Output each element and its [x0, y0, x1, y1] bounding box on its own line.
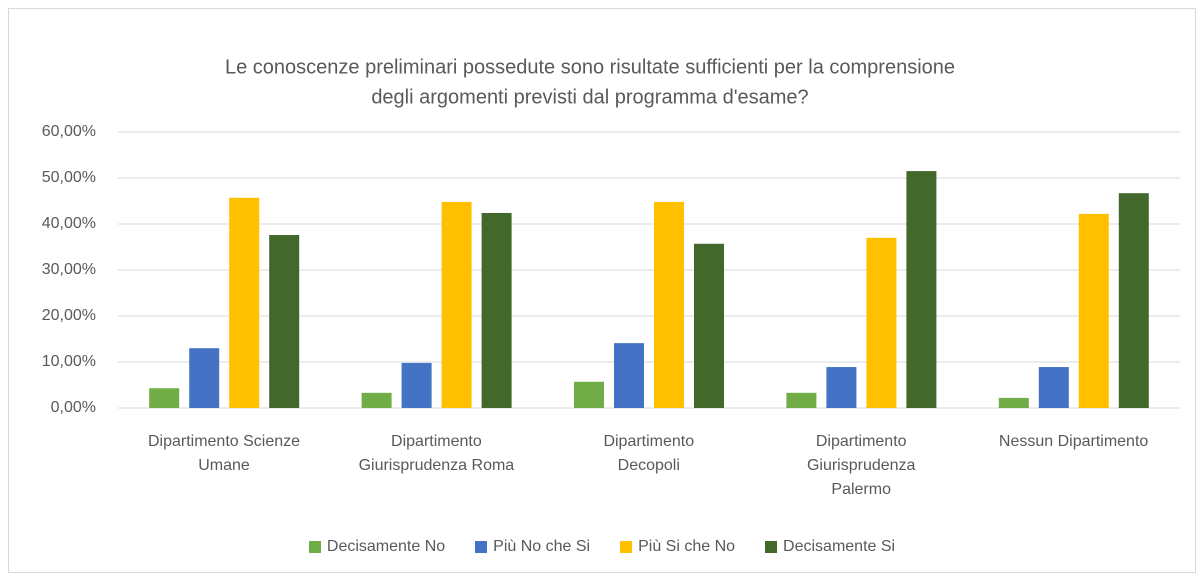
bar: [441, 201, 472, 408]
x-tick-label: Dipartimento Scienze Umane: [147, 433, 301, 474]
chart-title: degli argomenti previsti dal programma d…: [371, 86, 808, 108]
y-tick-label: 10,00%: [42, 353, 96, 370]
bar: [269, 235, 300, 408]
legend-swatch: [620, 541, 633, 553]
x-tick-label: Nessun Dipartimento: [998, 433, 1149, 450]
y-tick-label: 30,00%: [42, 261, 96, 278]
bar: [694, 243, 724, 408]
bar: [1038, 367, 1069, 408]
legend-swatch: [308, 541, 321, 553]
y-tick-label: 40,00%: [42, 215, 96, 232]
bar: [361, 392, 392, 408]
bar: [481, 212, 512, 408]
bar: [826, 367, 857, 408]
legend-label: Decisamente No: [326, 538, 446, 555]
legend-item: Più Si che No: [620, 538, 735, 556]
legend-swatch: [475, 541, 488, 553]
y-tick-label: 60,00%: [42, 123, 96, 140]
x-tick-label: Dipartimento Decopoli: [603, 433, 695, 474]
bar: [1078, 213, 1109, 408]
legend-label: Decisamente Si: [783, 538, 896, 555]
y-tick-label: 20,00%: [42, 307, 96, 324]
x-tick-label: Dipartimento Giurisprudenza Palermo: [806, 433, 916, 498]
bar: [654, 201, 684, 408]
chart-border: [8, 8, 1196, 573]
bar: [189, 348, 220, 408]
bar: [614, 343, 644, 408]
chart-title: Le conoscenze preliminari possedute sono…: [225, 56, 955, 78]
bar: [401, 362, 432, 408]
bar: [574, 381, 604, 408]
bar: [149, 388, 180, 408]
y-tick-label: 0,00%: [51, 399, 96, 416]
bar: [229, 197, 260, 408]
legend-swatch: [765, 541, 778, 553]
y-tick-label: 50,00%: [42, 169, 96, 186]
legend-item: Decisamente No: [308, 538, 446, 556]
bar: [866, 237, 897, 408]
bar: [906, 171, 937, 408]
legend-item: Decisamente Si: [765, 538, 895, 556]
bar: [786, 392, 817, 408]
x-tick-label: Dipartimento Giurisprudenza Roma: [358, 433, 515, 474]
bar: [1118, 193, 1149, 408]
legend: Decisamente No Più No che Si Più Si che No…: [0, 538, 1204, 556]
legend-label: Più No che Si: [493, 538, 591, 555]
bar: [998, 397, 1029, 408]
legend-item: Più No che Si: [475, 538, 590, 556]
legend-label: Più Si che No: [638, 538, 736, 555]
